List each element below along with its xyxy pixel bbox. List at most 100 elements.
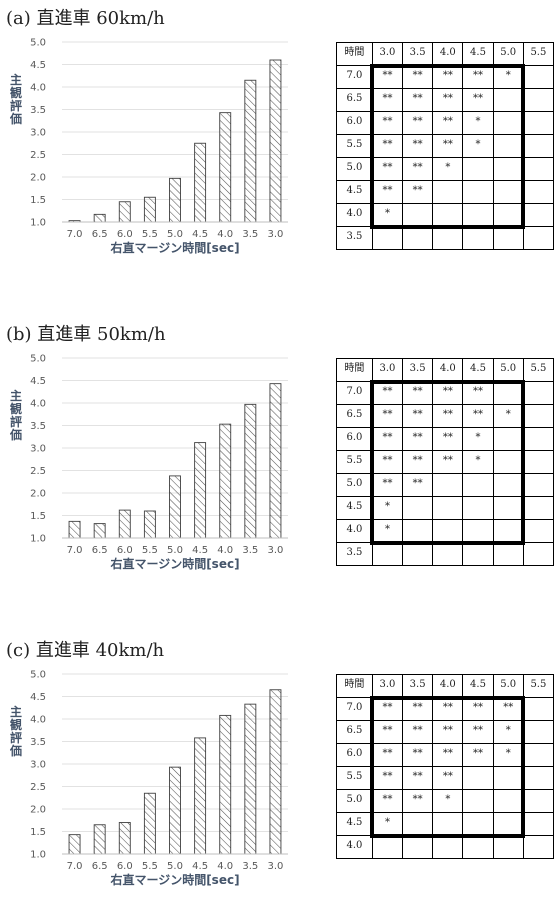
significance-table-a: 時間 3.0 3.5 4.0 4.5 5.0 5.5 7.0 ** ** ** ** * 6.5 ** ** *… [336, 42, 554, 250]
significance-cell: ** [371, 720, 404, 744]
y-tick-label: 2.5 [30, 466, 46, 477]
table-row: 6.5 ** ** ** ** * [336, 720, 554, 744]
significance-cell: ** [432, 88, 464, 112]
bar [68, 834, 81, 855]
bar [244, 403, 257, 539]
row-header-cell: 4.0 [336, 835, 373, 859]
column-header-cell: 3.0 [371, 674, 404, 698]
y-tick-label: 4.0 [30, 83, 46, 94]
y-tick-label: 3.5 [30, 105, 46, 116]
significance-cell: ** [371, 381, 404, 405]
table-row: 5.0 ** ** * [336, 157, 554, 181]
y-tick-label: 4.5 [30, 692, 46, 703]
y-tick-label: 5.0 [30, 354, 46, 365]
significance-cell: * [462, 134, 494, 158]
y-tick-label: 1.0 [30, 218, 46, 229]
significance-cell: ** [371, 134, 404, 158]
y-tick-label: 2.0 [30, 805, 46, 816]
chart-title-a: (a) 直進車 60km/h [6, 8, 165, 29]
significance-cell: ** [402, 88, 434, 112]
significance-cell: * [462, 427, 494, 451]
bar-chart-a: 1.0 1.5 2.0 2.5 3.0 3.5 4.0 4.5 5.0 7.0 6.5 6.0 5.5 5… [30, 38, 288, 255]
significance-cell: ** [402, 473, 434, 497]
bar [118, 509, 131, 539]
significance-cell [462, 812, 494, 836]
row-header-cell: 6.5 [336, 88, 373, 112]
significance-cell: ** [371, 65, 404, 89]
table-row: 7.0 ** ** ** ** [336, 381, 554, 405]
row-header-cell: 5.5 [336, 766, 373, 790]
significance-cell [522, 450, 554, 474]
row-header-cell: 5.5 [336, 134, 373, 158]
bar [244, 79, 257, 223]
significance-cell [522, 88, 554, 112]
column-header-cell: 4.5 [462, 358, 494, 382]
significance-cell [522, 404, 554, 428]
significance-cell: ** [371, 450, 404, 474]
x-tick-label: 5.0 [167, 861, 183, 872]
row-header-cell: 4.5 [336, 180, 373, 204]
significance-cell: ** [402, 697, 434, 721]
bar [169, 177, 181, 223]
x-axis-title: 右直マージン時間[sec] [109, 872, 239, 887]
bar [118, 201, 131, 223]
significance-cell [432, 473, 464, 497]
bar [143, 510, 156, 539]
row-header-cell: 5.0 [336, 157, 373, 181]
significance-cell [522, 180, 554, 204]
significance-cell [522, 835, 554, 859]
x-tick-label: 3.0 [267, 861, 283, 872]
y-tick-label: 1.5 [30, 827, 46, 838]
column-header-cell: 5.0 [492, 674, 524, 698]
table-row: 4.0 [336, 835, 554, 859]
significance-cell: ** [371, 697, 404, 721]
bar [219, 112, 232, 223]
significance-cell: * [492, 743, 524, 767]
bar [269, 383, 282, 539]
significance-cell [432, 835, 464, 859]
table-header-row: 時間 3.0 3.5 4.0 4.5 5.0 5.5 [336, 358, 554, 382]
y-tick-label: 3.5 [30, 737, 46, 748]
significance-cell: ** [432, 697, 464, 721]
significance-cell: ** [462, 404, 494, 428]
table-row: 6.0 ** ** ** * [336, 427, 554, 451]
significance-cell: ** [432, 111, 464, 135]
bar [143, 196, 156, 223]
significance-cell: ** [462, 743, 494, 767]
x-tick-label: 6.0 [117, 229, 133, 240]
bar [194, 142, 207, 223]
significance-cell: * [492, 404, 524, 428]
y-tick-label: 3.0 [30, 444, 46, 455]
significance-cell: * [462, 450, 494, 474]
column-header-cell: 4.0 [432, 674, 464, 698]
significance-cell [522, 743, 554, 767]
significance-cell [492, 450, 524, 474]
row-header-cell: 3.5 [336, 226, 373, 250]
table-row: 4.0 * [336, 519, 554, 543]
table-row: 3.5 [336, 542, 554, 566]
significance-cell: ** [402, 404, 434, 428]
table-corner-cell: 時間 [336, 674, 373, 698]
significance-cell: ** [402, 157, 434, 181]
significance-cell [492, 427, 524, 451]
significance-cell: ** [371, 180, 404, 204]
significance-cell: * [371, 812, 404, 836]
significance-cell: ** [402, 450, 434, 474]
y-axis-title-b: 主観評価 [9, 389, 22, 442]
row-header-cell: 5.5 [336, 450, 373, 474]
significance-cell [402, 226, 434, 250]
table-row: 6.0 ** ** ** * [336, 111, 554, 135]
significance-cell [371, 226, 404, 250]
bar [219, 714, 232, 855]
x-tick-label: 7.0 [67, 229, 83, 240]
significance-cell: ** [402, 381, 434, 405]
significance-cell [522, 473, 554, 497]
significance-cell [492, 226, 524, 250]
significance-cell [522, 134, 554, 158]
y-tick-label: 4.0 [30, 715, 46, 726]
significance-cell [402, 812, 434, 836]
significance-cell: ** [371, 473, 404, 497]
x-tick-label: 6.5 [92, 861, 108, 872]
row-header-cell: 7.0 [336, 697, 373, 721]
significance-cell [462, 180, 494, 204]
